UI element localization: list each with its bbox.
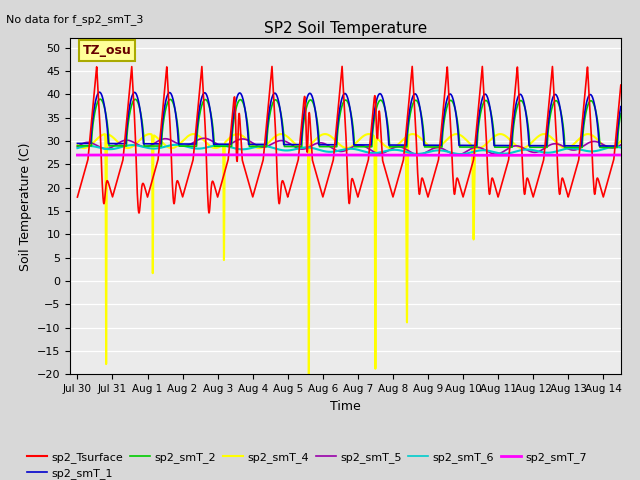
sp2_smT_2 (427, 144, 435, 150)
sp2_smT_5 (427, 147, 435, 153)
sp2_smT_6 (172, 142, 180, 148)
Legend: sp2_Tsurface, sp2_smT_1, sp2_smT_2, sp2_smT_4, sp2_smT_5, sp2_smT_6, sp2_smT_7: sp2_Tsurface, sp2_smT_1, sp2_smT_2, sp2_… (23, 447, 591, 480)
sp2_smT_2 (172, 113, 180, 119)
sp2_smT_4 (617, 138, 625, 144)
sp2_Tsurface (399, 156, 407, 162)
Line: sp2_smT_1: sp2_smT_1 (77, 92, 621, 146)
sp2_smT_6 (282, 147, 289, 153)
sp2_smT_1 (74, 141, 81, 146)
sp2_smT_7 (427, 152, 435, 158)
Line: sp2_smT_6: sp2_smT_6 (77, 145, 621, 154)
sp2_smT_1 (399, 142, 407, 148)
sp2_smT_7 (74, 152, 81, 158)
sp2_smT_2 (74, 143, 81, 149)
sp2_smT_5 (200, 135, 208, 141)
Line: sp2_smT_5: sp2_smT_5 (77, 138, 621, 155)
sp2_smT_2 (282, 144, 289, 149)
sp2_smT_5 (172, 140, 180, 146)
X-axis label: Time: Time (330, 400, 361, 413)
Line: sp2_smT_4: sp2_smT_4 (77, 134, 621, 374)
sp2_smT_5 (479, 146, 487, 152)
sp2_smT_2 (97, 96, 104, 102)
sp2_smT_6 (399, 148, 407, 154)
sp2_Tsurface (282, 185, 289, 191)
sp2_smT_4 (479, 144, 487, 149)
sp2_Tsurface (617, 82, 625, 88)
sp2_Tsurface (427, 183, 435, 189)
Text: No data for f_sp2_smT_3: No data for f_sp2_smT_3 (6, 14, 144, 25)
sp2_smT_7 (399, 152, 407, 158)
sp2_smT_4 (172, 144, 180, 150)
sp2_smT_6 (617, 144, 625, 150)
sp2_smT_6 (427, 148, 435, 154)
sp2_smT_4 (74, 142, 81, 148)
sp2_smT_6 (74, 145, 81, 151)
sp2_smT_2 (617, 111, 625, 117)
sp2_smT_4 (409, 131, 417, 137)
sp2_smT_4 (427, 144, 435, 150)
Line: sp2_Tsurface: sp2_Tsurface (77, 66, 621, 213)
Text: TZ_osu: TZ_osu (83, 44, 131, 57)
Y-axis label: Soil Temperature (C): Soil Temperature (C) (19, 142, 31, 271)
sp2_smT_6 (172, 142, 180, 148)
sp2_smT_4 (520, 145, 528, 151)
sp2_smT_7 (282, 152, 289, 158)
sp2_smT_1 (282, 142, 289, 147)
sp2_smT_2 (613, 144, 621, 150)
sp2_smT_1 (479, 94, 487, 100)
sp2_smT_5 (282, 138, 289, 144)
sp2_smT_1 (427, 143, 435, 148)
sp2_smT_7 (617, 152, 625, 158)
sp2_smT_5 (617, 142, 625, 148)
sp2_smT_1 (520, 101, 528, 107)
sp2_smT_6 (479, 147, 487, 153)
sp2_smT_4 (305, 372, 313, 377)
sp2_smT_7 (205, 152, 212, 158)
sp2_smT_7 (520, 152, 528, 158)
sp2_smT_1 (612, 143, 620, 149)
sp2_smT_2 (479, 101, 487, 107)
sp2_smT_1 (617, 104, 625, 109)
sp2_smT_6 (520, 147, 528, 153)
sp2_smT_1 (95, 89, 103, 95)
sp2_smT_4 (281, 132, 289, 138)
sp2_smT_4 (399, 136, 407, 142)
sp2_smT_2 (520, 103, 528, 108)
sp2_smT_7 (468, 153, 476, 158)
sp2_smT_7 (479, 153, 487, 158)
sp2_Tsurface (520, 191, 528, 197)
sp2_smT_2 (399, 144, 407, 150)
sp2_Tsurface (479, 77, 487, 83)
sp2_Tsurface (74, 194, 81, 200)
sp2_smT_6 (457, 151, 465, 157)
sp2_smT_5 (520, 146, 528, 152)
sp2_smT_1 (172, 115, 180, 121)
Title: SP2 Soil Temperature: SP2 Soil Temperature (264, 21, 428, 36)
sp2_smT_5 (453, 152, 461, 158)
Line: sp2_smT_2: sp2_smT_2 (77, 99, 621, 147)
sp2_Tsurface (135, 210, 143, 216)
sp2_smT_5 (399, 145, 407, 151)
sp2_Tsurface (339, 63, 346, 69)
sp2_Tsurface (172, 182, 180, 188)
sp2_smT_7 (172, 152, 180, 158)
sp2_smT_5 (74, 144, 81, 150)
